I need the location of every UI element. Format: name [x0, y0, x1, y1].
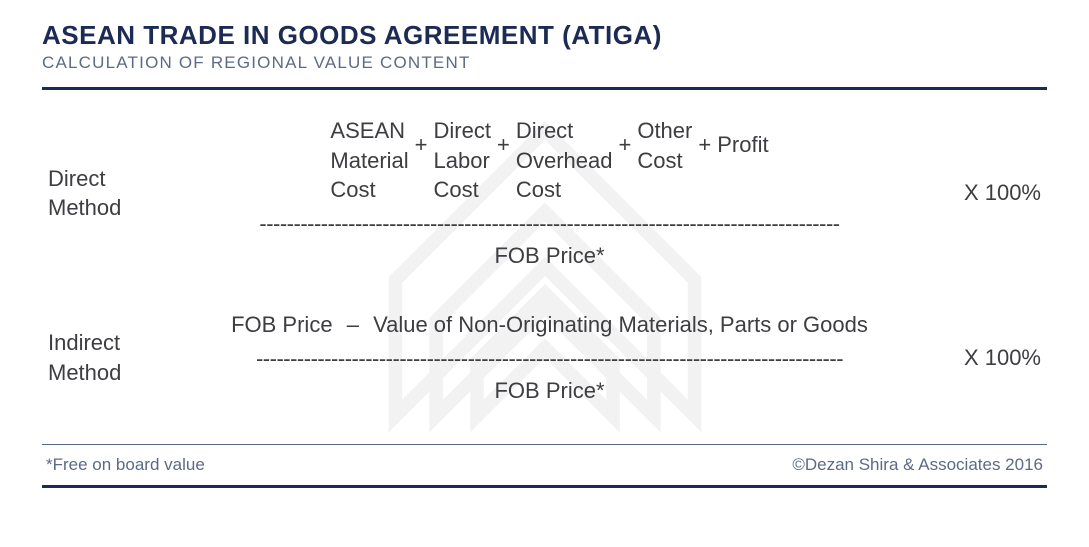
direct-method-row: Direct Method ASEAN Material Cost + Dire… [48, 116, 1041, 270]
direct-divider: ----------------------------------------… [188, 209, 911, 239]
footer-note: *Free on board value [46, 455, 205, 475]
bottom-rule [42, 485, 1047, 488]
indirect-multiplier: X 100% [911, 345, 1041, 371]
indirect-numerator-right: Value of Non-Originating Materials, Part… [373, 312, 868, 337]
direct-term-4: Other Cost [637, 116, 692, 175]
indirect-numerator: FOB Price – Value of Non-Originating Mat… [188, 310, 911, 340]
direct-term-5: Profit [717, 130, 768, 160]
direct-op-4: + [692, 130, 717, 160]
indirect-divider: ----------------------------------------… [188, 344, 911, 374]
page-title: ASEAN TRADE IN GOODS AGREEMENT (ATIGA) [42, 20, 1047, 51]
direct-op-3: + [612, 130, 637, 160]
calculation-section: Direct Method ASEAN Material Cost + Dire… [42, 90, 1047, 436]
indirect-denominator: FOB Price* [188, 376, 911, 406]
indirect-method-fraction: FOB Price – Value of Non-Originating Mat… [188, 310, 911, 405]
direct-term-1: ASEAN Material Cost [330, 116, 408, 205]
indirect-numerator-left: FOB Price [231, 312, 332, 337]
indirect-method-row: Indirect Method FOB Price – Value of Non… [48, 310, 1041, 405]
direct-denominator: FOB Price* [188, 241, 911, 271]
direct-multiplier: X 100% [911, 180, 1041, 206]
direct-numerator: ASEAN Material Cost + Direct Labor Cost … [188, 116, 911, 205]
indirect-method-label: Indirect Method [48, 328, 188, 387]
direct-method-label: Direct Method [48, 164, 188, 223]
direct-method-fraction: ASEAN Material Cost + Direct Labor Cost … [188, 116, 911, 270]
direct-term-3: Direct Overhead Cost [516, 116, 613, 205]
indirect-op: – [339, 310, 367, 340]
page-subtitle: CALCULATION OF REGIONAL VALUE CONTENT [42, 53, 1047, 73]
direct-term-2: Direct Labor Cost [434, 116, 491, 205]
direct-op-2: + [491, 130, 516, 160]
footer: *Free on board value ©Dezan Shira & Asso… [42, 445, 1047, 479]
footer-copyright: ©Dezan Shira & Associates 2016 [792, 455, 1043, 475]
direct-op-1: + [409, 130, 434, 160]
